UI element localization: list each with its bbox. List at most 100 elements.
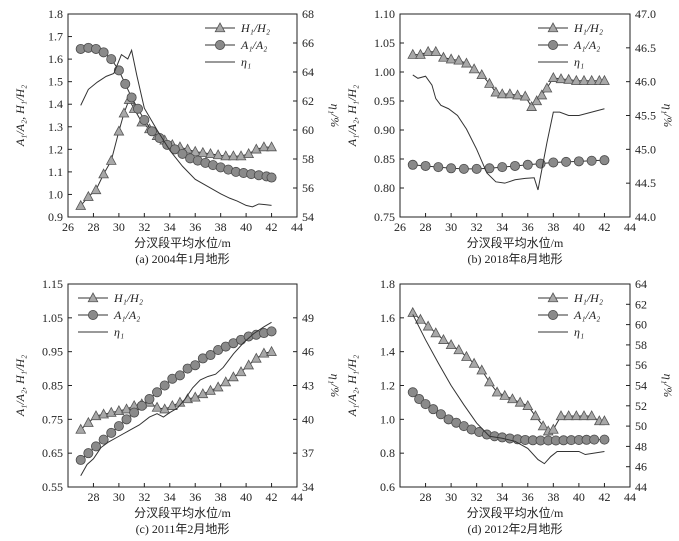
y-left-tick-label: 0.6 <box>380 480 395 494</box>
data-point-triangle <box>212 381 224 392</box>
x-tick-label: 42 <box>598 220 610 234</box>
data-point-triangle <box>547 71 559 82</box>
data-point-circle <box>471 163 482 174</box>
y-right-tick-label: 37 <box>302 446 314 460</box>
y-right-tick-label: 49 <box>302 311 314 325</box>
y-left-axis-title: A₁/A₂, H₁/H₂ <box>345 355 359 417</box>
x-tick-label: 32 <box>471 220 483 234</box>
y-right-tick-label: 44.5 <box>635 176 656 190</box>
data-point-triangle <box>586 74 598 85</box>
data-point-circle <box>435 409 446 420</box>
y-left-tick-label: 1.2 <box>48 142 63 156</box>
y-right-tick-label: 60 <box>302 123 314 137</box>
data-point-triangle <box>491 386 503 397</box>
x-tick-label: 32 <box>471 490 483 504</box>
x-tick-label: 38 <box>215 490 227 504</box>
y-right-tick-label: 56 <box>635 358 647 372</box>
y-left-tick-label: 1.1 <box>48 165 63 179</box>
data-point-triangle <box>578 410 590 421</box>
x-tick-label: 34 <box>164 490 176 504</box>
y-right-tick-label: 45.5 <box>635 109 656 123</box>
x-tick-label: 38 <box>215 220 227 234</box>
legend-marker-circle <box>214 40 225 51</box>
x-tick-label: 34 <box>496 220 508 234</box>
y-left-tick-label: 1.2 <box>380 379 395 393</box>
data-point-triangle <box>159 403 171 414</box>
legend-marker-triangle <box>547 22 559 33</box>
data-point-triangle <box>453 344 465 355</box>
data-point-triangle <box>151 401 163 412</box>
y-left-tick-label: 0.9 <box>48 210 63 224</box>
legend-label: H₁/H₂ <box>240 21 270 35</box>
x-tick-label: 26 <box>394 220 406 234</box>
data-point-triangle <box>422 45 434 56</box>
x-tick-label: 36 <box>522 490 534 504</box>
data-point-triangle <box>415 48 426 59</box>
data-point-triangle <box>205 384 216 395</box>
data-point-triangle <box>250 143 262 154</box>
data-point-circle <box>113 65 124 76</box>
data-point-triangle <box>586 410 598 421</box>
x-tick-label: 30 <box>113 490 125 504</box>
series-line <box>412 314 605 465</box>
y-left-axis-title: A₁/A₂, H₁/H₂ <box>13 355 27 417</box>
data-point-triangle <box>197 146 209 157</box>
data-point-triangle <box>82 190 94 201</box>
data-point-triangle <box>235 150 247 161</box>
legend-label: η₁ <box>574 325 584 339</box>
data-point-triangle <box>98 168 110 179</box>
data-point-triangle <box>189 145 201 156</box>
y-right-tick-label: 64 <box>302 65 314 79</box>
data-point-triangle <box>531 95 543 106</box>
data-point-circle <box>420 160 431 171</box>
series-line <box>80 351 272 430</box>
data-point-circle <box>132 103 143 114</box>
chart-panel-2: 28 30 32 34 36 38 40 42 44 0.55 0.65 0.75 0.85 0.95 1.… <box>13 277 342 536</box>
legend-marker-triangle <box>547 292 559 303</box>
data-point-circle <box>548 157 559 168</box>
legend-label: A₁/A₂ <box>573 308 600 322</box>
x-tick-label: 26 <box>62 220 74 234</box>
data-point-triangle <box>530 410 541 421</box>
x-tick-label: 30 <box>113 220 125 234</box>
series-a1-a2 <box>75 326 277 465</box>
x-tick-label: 34 <box>496 490 508 504</box>
y-right-tick-label: 43 <box>302 379 314 393</box>
y-left-tick-label: 0.55 <box>42 480 63 494</box>
y-right-tick-label: 46.0 <box>635 75 656 89</box>
y-left-tick-label: 1.7 <box>48 30 63 44</box>
data-point-triangle <box>220 150 232 161</box>
data-point-circle <box>152 387 163 398</box>
x-axis-title: 分汊段平均水位/m <box>467 505 564 520</box>
data-point-triangle <box>555 73 567 84</box>
data-point-circle <box>458 163 469 174</box>
y-left-tick-label: 1.05 <box>42 311 63 325</box>
legend-label: A₁/A₂ <box>240 38 267 52</box>
data-point-triangle <box>547 423 559 434</box>
plot-frame <box>67 13 298 218</box>
data-point-circle <box>205 350 216 361</box>
data-point-triangle <box>570 74 582 85</box>
y-left-tick-label: 1.3 <box>48 120 63 134</box>
data-point-circle <box>169 144 180 155</box>
plot-frame <box>67 283 298 488</box>
data-point-triangle <box>250 352 262 363</box>
data-point-triangle <box>599 74 610 85</box>
x-tick-label: 38 <box>547 490 559 504</box>
data-point-triangle <box>227 150 239 161</box>
legend-marker-circle <box>548 40 559 51</box>
y-left-tick-label: 0.65 <box>42 446 63 460</box>
data-point-triangle <box>266 141 277 152</box>
y-left-tick-label: 1.8 <box>48 7 63 21</box>
data-point-circle <box>433 162 444 173</box>
y-right-tick-label: 46.5 <box>635 41 656 55</box>
data-point-circle <box>129 407 140 418</box>
x-tick-label: 42 <box>266 490 278 504</box>
panel-caption: (c) 2011年2月地形 <box>136 522 230 536</box>
series-a1-a2 <box>75 42 277 183</box>
data-point-circle <box>497 162 508 173</box>
x-tick-label: 44 <box>624 490 636 504</box>
x-tick-label: 44 <box>291 490 303 504</box>
y-left-tick-label: 0.95 <box>42 345 63 359</box>
